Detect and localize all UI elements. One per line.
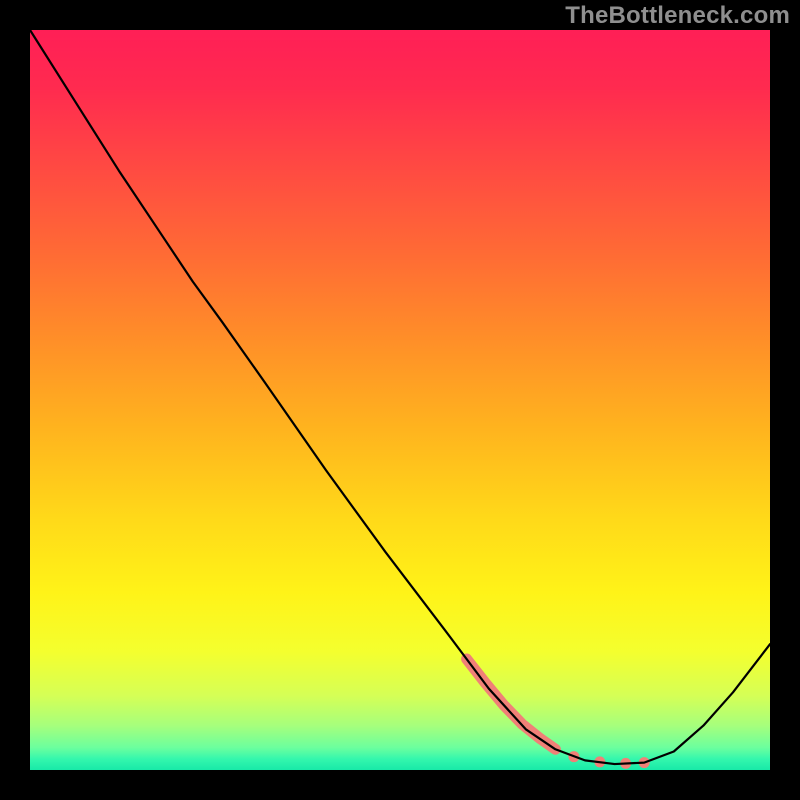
bottleneck-curve [30,30,770,764]
figure-root: { "watermark": { "text": "TheBottleneck.… [0,0,800,800]
watermark-text: TheBottleneck.com [565,2,790,30]
plot-area [30,30,770,770]
highlight-thick-segment [467,659,556,749]
highlight-dots [568,751,649,769]
curve-layer [30,30,770,770]
